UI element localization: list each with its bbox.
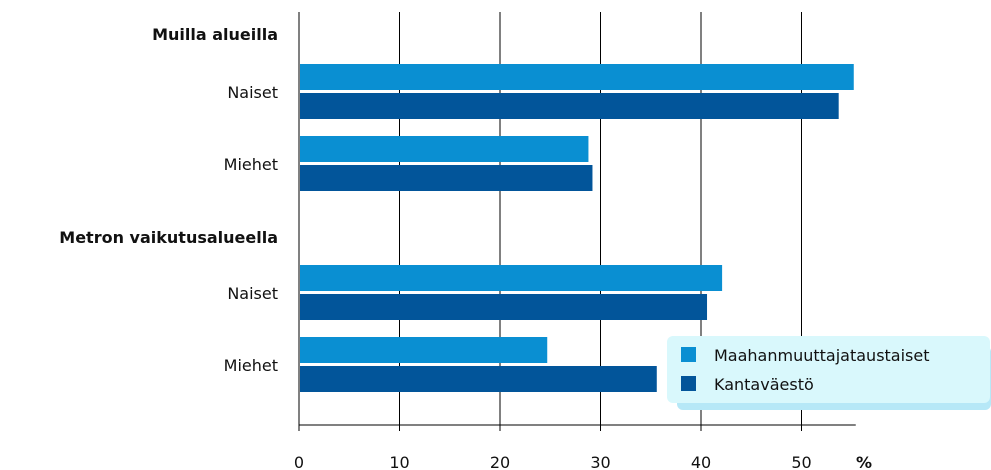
legend-swatch-kantavaesto: [681, 376, 696, 391]
x-tick-label: 50: [791, 453, 811, 470]
x-tick-label: 10: [389, 453, 409, 470]
legend-label-maahanmuuttajataustaiset: Maahanmuuttajataustaiset: [714, 346, 930, 365]
category-label: Miehet: [224, 155, 278, 174]
bar-maahanmuuttajataustaiset: [300, 136, 589, 162]
axes: 0 10 20 30 40 50: [294, 12, 856, 470]
category-labels: Muilla alueilla Naiset Miehet Metron vaikut…: [59, 25, 278, 375]
legend: Maahanmuuttajataustaiset Kantaväestö: [667, 336, 991, 410]
category-label: Naiset: [227, 284, 278, 303]
category-label: Naiset: [227, 83, 278, 102]
x-tick-label: 40: [691, 453, 711, 470]
bar-maahanmuuttajataustaiset: [300, 337, 548, 363]
bar-kantavaesto: [300, 294, 708, 320]
bars: [300, 64, 854, 392]
category-label: Miehet: [224, 356, 278, 375]
bar-kantavaesto: [300, 366, 657, 392]
group-label: Metron vaikutusalueella: [59, 228, 278, 247]
legend-label-kantavaesto: Kantaväestö: [714, 375, 814, 394]
group-label: Muilla alueilla: [152, 25, 278, 44]
x-tick-label: 20: [490, 453, 510, 470]
bar-maahanmuuttajataustaiset: [300, 64, 854, 90]
x-axis-unit-label: %: [856, 453, 872, 470]
x-tick-label: 30: [590, 453, 610, 470]
bar-maahanmuuttajataustaiset: [300, 265, 723, 291]
bar-kantavaesto: [300, 93, 839, 119]
legend-swatch-maahanmuuttajataustaiset: [681, 347, 696, 362]
legend-box: [667, 336, 990, 403]
bar-kantavaesto: [300, 165, 593, 191]
x-tick-label: 0: [294, 453, 304, 470]
